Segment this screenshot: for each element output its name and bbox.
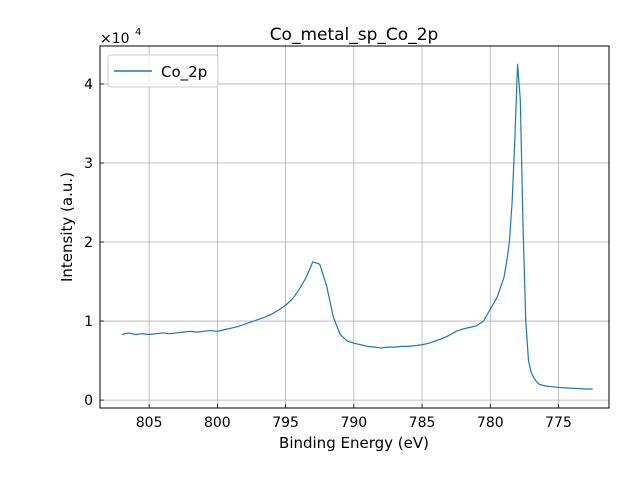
x-tick-label: 780 [477, 415, 504, 431]
x-tick-label: 800 [204, 415, 231, 431]
y-tick-label: 4 [84, 77, 93, 93]
y-multiplier-exponent: 4 [135, 27, 141, 38]
y-tick-label: 2 [84, 235, 93, 251]
y-axis-multiplier: ×10 4 [100, 27, 141, 47]
series-line-co-2p [121, 63, 593, 390]
x-axis: 805 800 795 790 785 780 775 [136, 404, 572, 431]
grid-lines [100, 46, 609, 408]
x-tick-label: 805 [136, 415, 163, 431]
y-multiplier-base: ×10 [100, 31, 130, 47]
x-tick-label: 785 [409, 415, 436, 431]
plot-frame [99, 45, 610, 409]
x-tick-label: 775 [545, 415, 572, 431]
legend: Co_2p [107, 54, 219, 88]
x-axis-label: Binding Energy (eV) [279, 434, 429, 452]
y-axis: 0 1 2 3 4 [84, 77, 104, 409]
y-tick-label: 0 [84, 393, 93, 409]
legend-label-co-2p: Co_2p [161, 63, 207, 82]
x-tick-label: 795 [272, 415, 299, 431]
x-tick-label: 790 [340, 415, 367, 431]
chart-title: Co_metal_sp_Co_2p [270, 25, 439, 45]
legend-box [107, 54, 219, 88]
y-tick-label: 3 [84, 156, 93, 172]
y-tick-label: 1 [84, 314, 93, 330]
series-layer [121, 63, 593, 390]
y-axis-label: Intensity (a.u.) [58, 172, 76, 282]
